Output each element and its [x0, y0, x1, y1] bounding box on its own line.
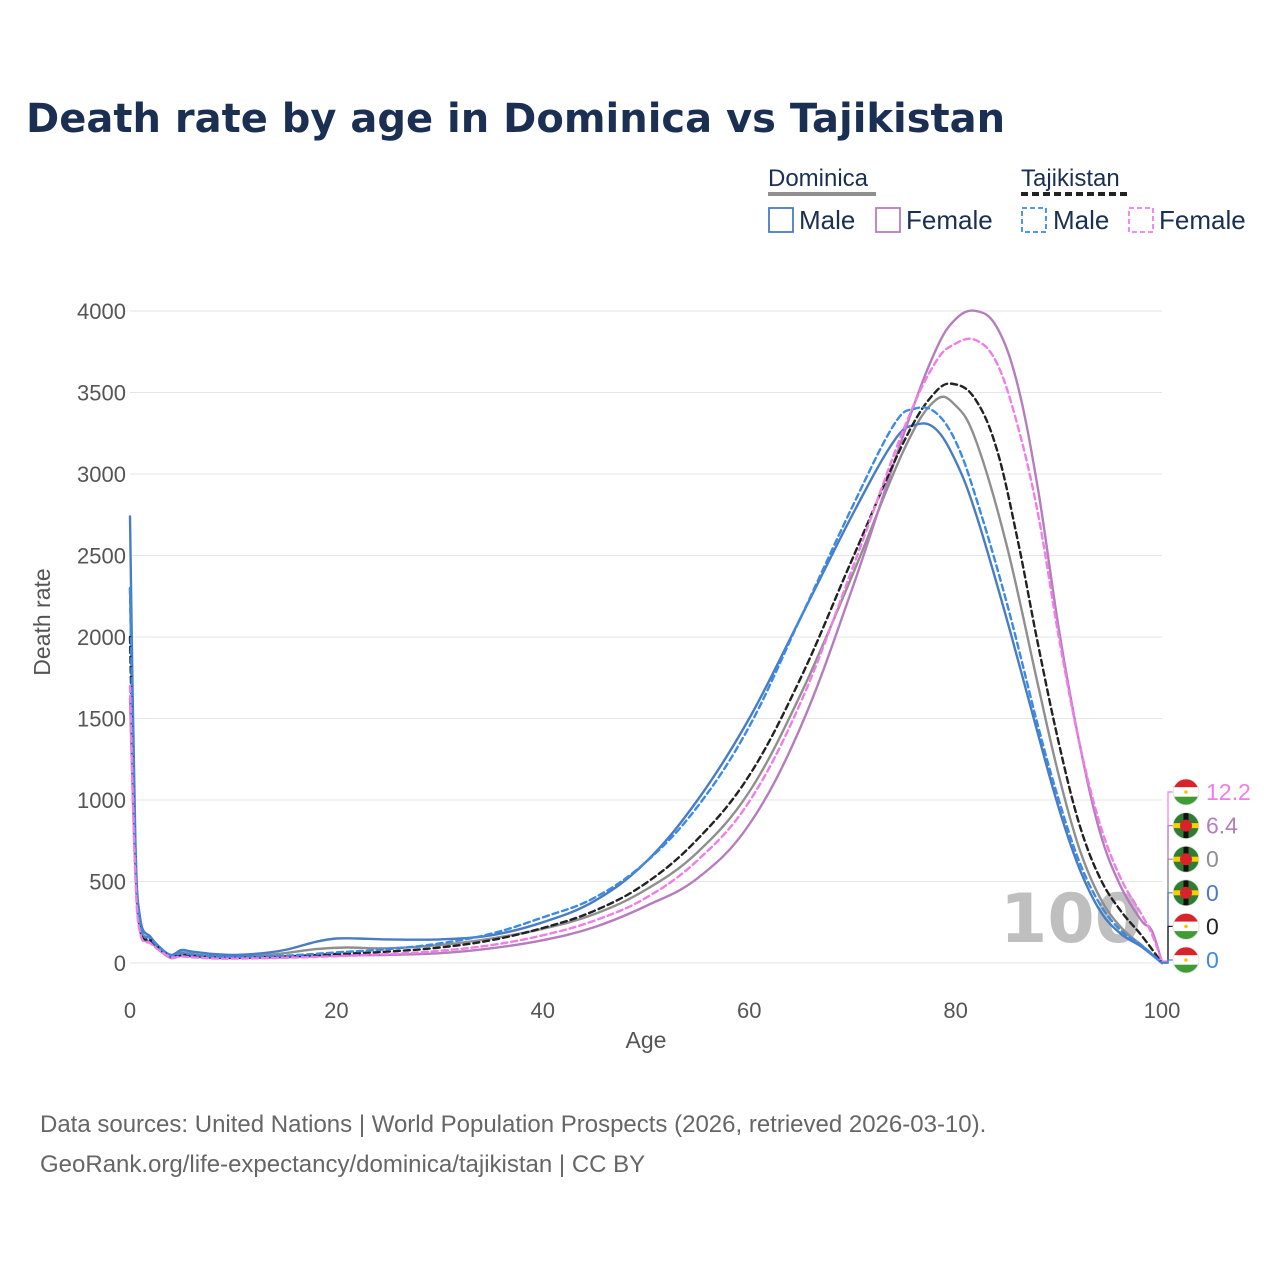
tajikistan-flag-icon — [1172, 946, 1200, 974]
end-label-value: 6.4 — [1206, 813, 1238, 839]
y-tick-label: 500 — [89, 870, 126, 895]
legend-swatch-tajikistan-female — [1128, 207, 1154, 233]
legend-label-tajikistan-female: Female — [1159, 205, 1246, 235]
tajikistan-flag-icon — [1172, 913, 1200, 940]
legend-group-dominica: Dominica Male Female — [768, 165, 993, 235]
y-axis-title: Death rate — [29, 568, 55, 675]
legend-group-title-dominica: Dominica — [768, 165, 869, 192]
y-tick-label: 2000 — [77, 625, 126, 650]
end-label-value: 0 — [1206, 913, 1219, 939]
series-line-tajikistan-total — [128, 382, 1164, 965]
x-tick-label: 0 — [124, 998, 136, 1023]
x-tick-label: 100 — [1144, 998, 1181, 1023]
end-label-connector — [1162, 925, 1174, 964]
y-tick-label: 1500 — [77, 707, 126, 732]
legend-group-title-tajikistan: Tajikistan — [1021, 165, 1120, 192]
series-line-tajikistan-male — [128, 406, 1164, 965]
chart-title: Death rate by age in Dominica vs Tajikis… — [26, 96, 1005, 142]
y-axis-ticks: 0 500 1000 1500 2000 2500 3000 3500 4000 — [77, 299, 126, 976]
y-tick-label: 3500 — [77, 381, 126, 406]
series-line-dominica-male — [128, 422, 1164, 965]
y-tick-label: 4000 — [77, 299, 126, 324]
dominica-flag-icon — [1172, 879, 1200, 907]
y-tick-label: 0 — [114, 951, 126, 976]
footer-sources: Data sources: United Nations | World Pop… — [40, 1111, 986, 1138]
y-tick-label: 2500 — [77, 544, 126, 569]
legend-label-dominica-female: Female — [906, 205, 993, 235]
x-axis-ticks: 0 20 40 60 80 100 — [124, 998, 1180, 1023]
legend-swatch-dominica-male — [768, 207, 794, 233]
tajikistan-flag-icon — [1172, 778, 1200, 806]
series-lines — [128, 309, 1164, 965]
series-line-dominica-total — [128, 395, 1164, 965]
end-label-value: 0 — [1206, 947, 1219, 973]
end-label-connector — [1162, 959, 1174, 964]
y-tick-label: 3000 — [77, 462, 126, 487]
legend-label-dominica-male: Male — [799, 205, 855, 235]
series-line-dominica-female — [128, 309, 1164, 964]
footer-url: GeoRank.org/life-expectancy/dominica/taj… — [40, 1151, 645, 1178]
series-line-tajikistan-female — [128, 337, 1164, 963]
legend-swatch-tajikistan-male — [1021, 207, 1047, 233]
legend-swatch-dominica-female — [875, 207, 901, 233]
end-label-value: 12.2 — [1206, 779, 1251, 805]
x-axis-title: Age — [626, 1027, 667, 1053]
watermark: 100 — [1000, 880, 1142, 959]
end-labels: 12.2 6.4 0 0 0 0 — [1162, 778, 1251, 974]
dominica-flag-icon — [1172, 845, 1200, 873]
end-label-value: 0 — [1206, 880, 1219, 906]
grid-lines — [130, 310, 1162, 964]
x-tick-label: 80 — [943, 998, 967, 1023]
legend: Dominica Male Female Tajikistan Male Fem… — [768, 165, 1246, 235]
legend-group-tajikistan: Tajikistan Male Female — [1021, 165, 1246, 235]
y-tick-label: 1000 — [77, 788, 126, 813]
dominica-flag-icon — [1172, 812, 1200, 839]
legend-label-tajikistan-male: Male — [1053, 205, 1109, 235]
x-tick-label: 20 — [324, 998, 348, 1023]
x-tick-label: 60 — [737, 998, 761, 1023]
x-tick-label: 40 — [531, 998, 555, 1023]
end-label-value: 0 — [1206, 846, 1219, 872]
